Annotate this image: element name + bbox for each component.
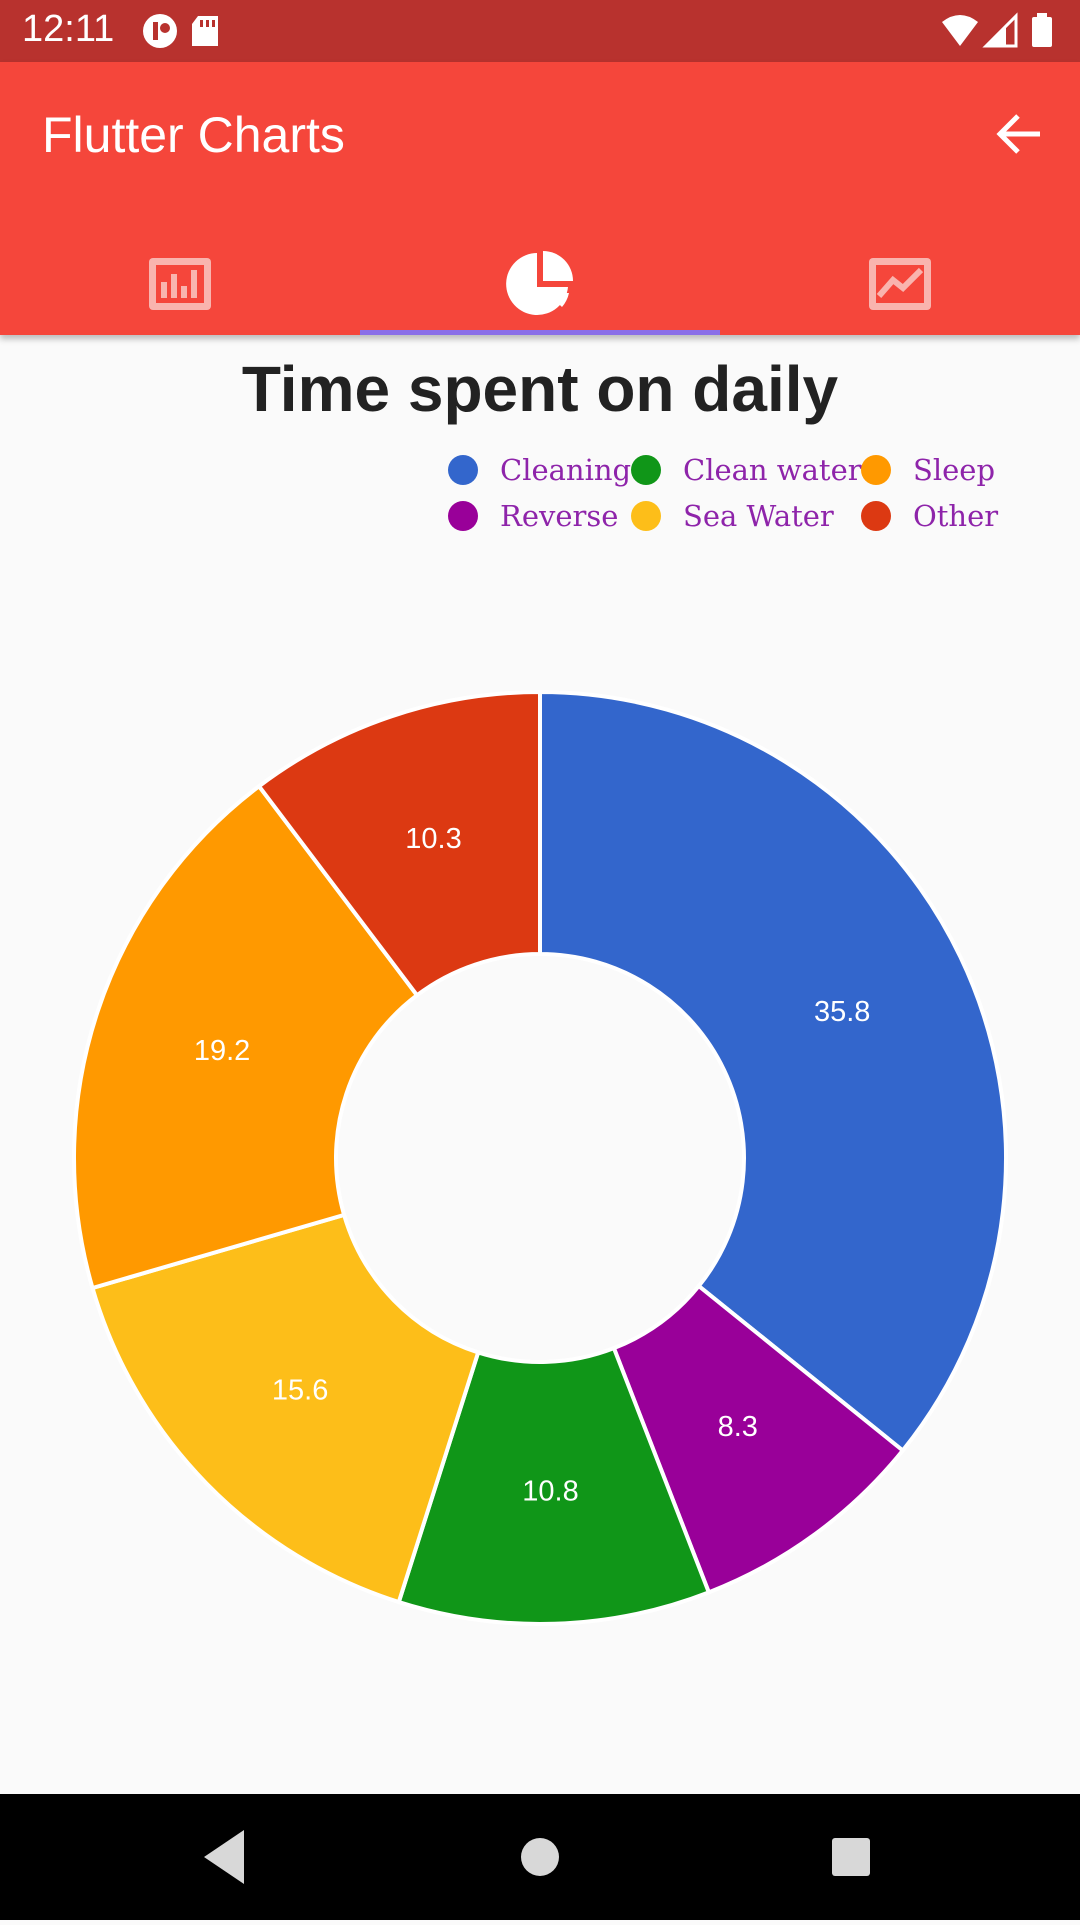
legend-dot [631, 501, 661, 531]
legend-item-other[interactable]: Other [861, 498, 1008, 534]
status-right-icons [940, 12, 1060, 55]
legend-label: Other [913, 499, 999, 533]
pie-chart-icon [506, 250, 573, 315]
tab-pie-chart[interactable] [360, 232, 720, 335]
wifi-icon [942, 15, 978, 46]
app-bar: Flutter Charts [0, 62, 1080, 335]
line-chart-icon [869, 257, 931, 310]
legend-dot [448, 455, 478, 485]
slice-sleep[interactable] [72, 783, 420, 1291]
chart-title: Time spent on daily [241, 353, 839, 425]
legend-item-clean-water[interactable]: Clean water [631, 452, 862, 488]
legend-dot [631, 455, 661, 485]
app-title: Flutter Charts [42, 107, 345, 163]
status-time: 12:11 [22, 8, 115, 50]
recents-nav-icon[interactable] [832, 1838, 870, 1876]
tab-line-chart[interactable] [720, 232, 1080, 335]
legend-label: Cleaning [500, 453, 632, 487]
status-bar: 12:11 [0, 0, 1080, 62]
back-nav-icon[interactable] [204, 1830, 244, 1884]
back-button[interactable] [990, 104, 1050, 164]
slice-value-label: 35.8 [814, 996, 870, 1028]
slice-value-label: 10.8 [522, 1475, 578, 1507]
legend-label: Sea Water [683, 499, 834, 533]
legend-label: Clean water [683, 453, 862, 487]
legend-item-sleep[interactable]: Sleep [861, 452, 1008, 488]
legend-item-sea-water[interactable]: Sea Water [631, 498, 861, 534]
chart-legend: Cleaning Clean water Sleep Reverse Sea W… [448, 452, 1008, 534]
home-nav-icon[interactable] [521, 1838, 559, 1876]
legend-item-reverse[interactable]: Reverse [448, 498, 631, 534]
navigation-bar [0, 1794, 1080, 1920]
slice-sea-water[interactable] [90, 1212, 481, 1605]
slice-value-label: 19.2 [194, 1035, 250, 1067]
donut-chart: 35.8 8.3 10.8 15.6 19.2 10.3 [72, 689, 1008, 1626]
slice-clean-water[interactable] [396, 1345, 712, 1626]
slice-value-label: 10.3 [405, 823, 461, 855]
slice-cleaning[interactable] [538, 689, 1008, 1454]
signal-icon [982, 12, 1018, 48]
slice-value-label: 15.6 [272, 1375, 328, 1407]
slice-value-label: 8.3 [718, 1411, 758, 1443]
legend-label: Sleep [913, 453, 996, 487]
slice-other[interactable] [256, 689, 542, 999]
legend-dot [861, 455, 891, 485]
tab-bar-chart[interactable] [0, 232, 360, 335]
battery-icon [1032, 13, 1052, 47]
legend-dot [448, 501, 478, 531]
slice-reverse[interactable] [611, 1283, 906, 1595]
status-left-icons [140, 12, 230, 55]
arrow-back-icon [996, 114, 1040, 154]
selected-tab-indicator [360, 330, 720, 335]
legend-item-cleaning[interactable]: Cleaning [448, 452, 631, 488]
tab-bar [0, 232, 1080, 335]
bar-chart-icon [149, 257, 211, 310]
legend-dot [861, 501, 891, 531]
sd-card-icon [192, 16, 218, 46]
legend-label: Reverse [500, 499, 619, 533]
app-notification-icon [143, 14, 177, 48]
